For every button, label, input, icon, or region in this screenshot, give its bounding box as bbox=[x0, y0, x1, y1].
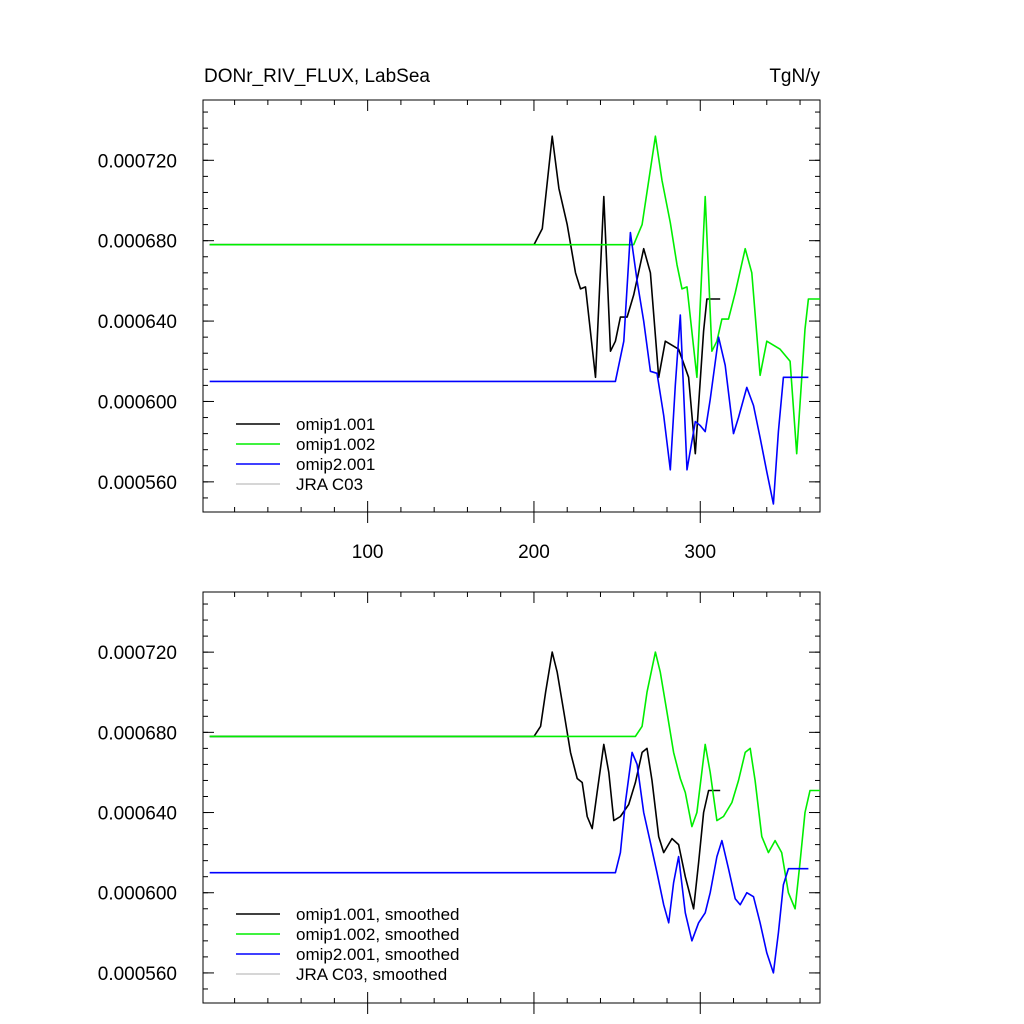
y-tick-label: 0.000640 bbox=[98, 804, 177, 825]
legend-label: JRA C03, smoothed bbox=[296, 965, 447, 984]
plot-frame bbox=[202, 99, 821, 513]
y-tick-label: 0.000720 bbox=[98, 643, 177, 664]
top-panel-axes: 0.000560 0.000600 0.000640 0.000680 0.000720… bbox=[98, 99, 821, 563]
y-tick-label: 0.000640 bbox=[98, 312, 177, 333]
top-panel-series bbox=[209, 135, 820, 505]
legend-label: JRA C03 bbox=[296, 475, 363, 494]
legend-label: omip2.001, smoothed bbox=[296, 945, 460, 964]
plot-frame bbox=[202, 591, 821, 1004]
x-tick-label: 100 bbox=[352, 542, 384, 563]
y-tick-label: 0.000680 bbox=[98, 232, 177, 253]
y-tick-label: 0.000680 bbox=[98, 723, 177, 744]
legend-label: omip1.001 bbox=[296, 415, 375, 434]
series-line-3 bbox=[209, 231, 809, 505]
y-tick-label: 0.000720 bbox=[98, 151, 177, 172]
bottom-panel-series bbox=[209, 651, 820, 974]
legend-label: omip1.001, smoothed bbox=[296, 905, 460, 924]
series-line-1 bbox=[209, 651, 721, 910]
series-line-2 bbox=[209, 135, 820, 455]
legend-label: omip1.002, smoothed bbox=[296, 925, 460, 944]
x-tick-label: 200 bbox=[518, 542, 550, 563]
series-line-1 bbox=[209, 135, 721, 455]
y-tick-label: 0.000600 bbox=[98, 884, 177, 905]
series-line-3 bbox=[209, 751, 809, 974]
legend-label: omip1.002 bbox=[296, 435, 375, 454]
top-panel-units: TgN/y bbox=[769, 66, 820, 87]
bottom-panel-axes: 0.000560 0.000600 0.000640 0.000680 0.000720 bbox=[98, 591, 821, 1014]
series-line-2 bbox=[209, 651, 820, 910]
legend-label: omip2.001 bbox=[296, 455, 375, 474]
top-panel: DONr_RIV_FLUX, LabSea TgN/y 0.0005600.00… bbox=[98, 66, 821, 563]
bottom-panel: 0.000560 0.000600 0.000640 0.000680 0.000720… bbox=[98, 591, 821, 1014]
y-tick-label: 0.000560 bbox=[98, 473, 177, 494]
top-panel-title: DONr_RIV_FLUX, LabSea bbox=[204, 66, 430, 87]
x-tick-label: 300 bbox=[684, 542, 716, 563]
y-tick-label: 0.000560 bbox=[98, 964, 177, 985]
y-tick-label: 0.000600 bbox=[98, 392, 177, 413]
